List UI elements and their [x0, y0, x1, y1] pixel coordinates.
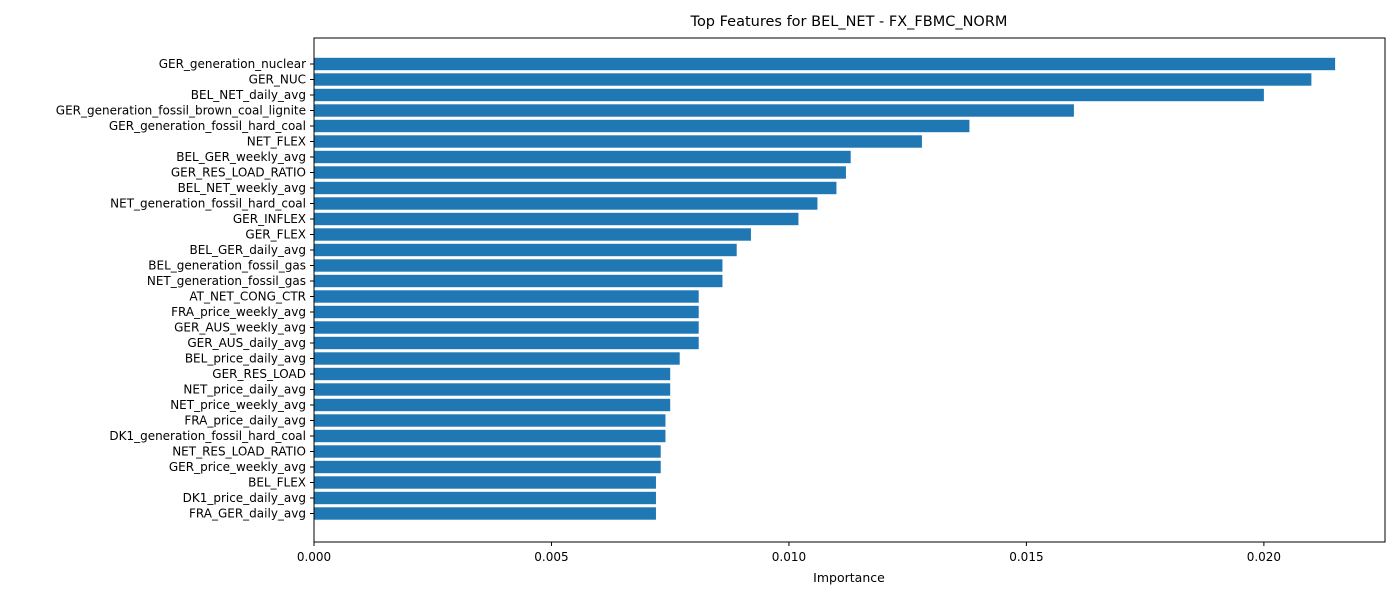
y-tick-label: FRA_GER_daily_avg	[189, 507, 306, 521]
bar	[314, 259, 723, 272]
bar	[314, 88, 1264, 102]
bar	[314, 104, 1074, 117]
y-tick-labels: GER_generation_nuclear GER_NUCBEL_NET_dai…	[56, 57, 314, 521]
y-tick-label: BEL_generation_fossil_gas	[148, 259, 306, 273]
bar	[314, 57, 1336, 71]
plot-frame	[313, 37, 1386, 543]
y-tick-label: DK1_price_daily_avg	[183, 491, 306, 505]
x-axis-label: Importance	[813, 570, 885, 585]
y-tick-label: BEL_GER_daily_avg	[189, 243, 306, 257]
y-tick-label: GER_NUC	[249, 73, 306, 87]
bar	[314, 243, 737, 257]
bar	[314, 367, 671, 381]
bar	[314, 305, 699, 319]
y-tick-label: NET_generation_fossil_gas	[147, 274, 306, 288]
y-tick-label: GER_AUS_weekly_avg	[174, 321, 306, 335]
y-tick-label: DK1_generation_fossil_hard_coal	[109, 429, 306, 443]
y-tick-label: GER_generation_fossil_brown_coal_lignite	[56, 104, 306, 118]
bar	[314, 197, 818, 210]
bar	[314, 414, 666, 427]
y-tick-label: GER_FLEX	[245, 228, 306, 242]
bar	[314, 398, 671, 412]
y-tick-label: BEL_NET_daily_avg	[191, 88, 306, 102]
bar	[314, 274, 723, 288]
x-tick-label: 0.005	[534, 550, 568, 564]
bar	[314, 150, 851, 164]
bar	[314, 212, 799, 226]
x-tick-label: 0.010	[772, 550, 806, 564]
bar	[314, 119, 970, 133]
y-tick-label: NET_price_daily_avg	[183, 383, 306, 397]
y-tick-label: GER_price_weekly_avg	[169, 460, 306, 474]
y-tick-label: GER_INFLEX	[233, 212, 306, 226]
y-tick-label: BEL_price_daily_avg	[185, 352, 306, 366]
bar	[314, 445, 661, 458]
y-tick-label: GER_RES_LOAD_RATIO	[171, 166, 306, 180]
y-tick-label: GER_RES_LOAD	[212, 367, 306, 381]
y-tick-label: FRA_price_weekly_avg	[171, 305, 306, 319]
x-tick-label: 0.020	[1247, 550, 1281, 564]
bar	[314, 166, 846, 179]
bar	[314, 352, 680, 365]
bar	[314, 73, 1312, 86]
y-tick-label: GER_generation_fossil_hard_coal	[109, 119, 306, 133]
bar	[314, 507, 656, 520]
x-tick-label: 0.015	[1009, 550, 1043, 564]
bar	[314, 429, 666, 443]
y-tick-label: AT_NET_CONG_CTR	[189, 290, 306, 304]
y-tick-label: NET_RES_LOAD_RATIO	[172, 445, 306, 459]
bar	[314, 228, 751, 241]
y-tick-label: BEL_NET_weekly_avg	[178, 181, 306, 195]
y-tick-label: NET_FLEX	[247, 135, 306, 149]
bar	[314, 321, 699, 334]
y-tick-label: GER_generation_nuclear	[159, 57, 306, 71]
bar	[314, 135, 922, 148]
bar	[314, 491, 656, 505]
bar	[314, 290, 699, 303]
y-tick-label: NET_generation_fossil_hard_coal	[110, 197, 306, 211]
bar	[314, 181, 837, 195]
bar	[314, 476, 656, 489]
bar	[314, 336, 699, 350]
y-tick-label: GER_AUS_daily_avg	[187, 336, 306, 350]
chart-title: Top Features for BEL_NET - FX_FBMC_NORM	[690, 14, 1008, 30]
y-tick-label: BEL_GER_weekly_avg	[176, 150, 306, 164]
y-tick-label: FRA_price_daily_avg	[184, 414, 306, 428]
x-tick-label: 0.000	[297, 550, 331, 564]
bar	[314, 460, 661, 474]
y-tick-label: BEL_FLEX	[248, 476, 306, 490]
x-ticks: 0.000 0.005 0.010 0.015 0.020	[297, 542, 1281, 564]
y-tick-label: NET_price_weekly_avg	[170, 398, 306, 412]
bars-group	[314, 57, 1336, 520]
bar	[314, 383, 671, 396]
